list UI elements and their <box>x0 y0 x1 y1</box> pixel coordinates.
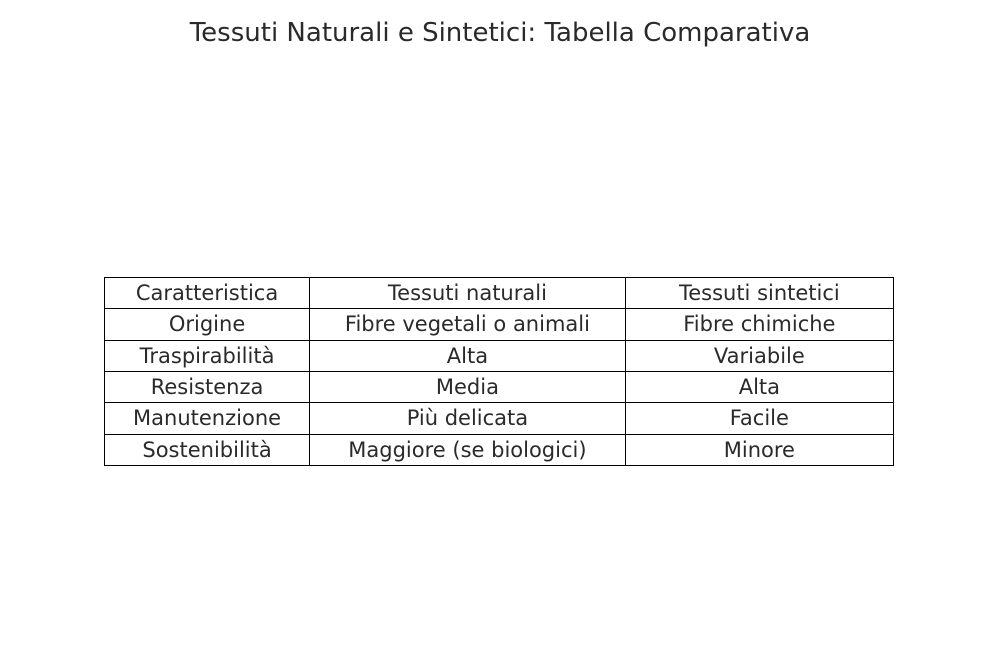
table-cell: Variabile <box>625 340 893 371</box>
table-cell: Sostenibilità <box>105 434 310 465</box>
page-title: Tessuti Naturali e Sintetici: Tabella Co… <box>0 18 1000 48</box>
table-header-row: Caratteristica Tessuti naturali Tessuti … <box>105 278 894 309</box>
table-cell: Più delicata <box>310 403 626 434</box>
header-cell: Tessuti sintetici <box>625 278 893 309</box>
table-row: Manutenzione Più delicata Facile <box>105 403 894 434</box>
table-cell: Facile <box>625 403 893 434</box>
table-cell: Maggiore (se biologici) <box>310 434 626 465</box>
table-cell: Traspirabilità <box>105 340 310 371</box>
table-cell: Minore <box>625 434 893 465</box>
table-cell: Resistenza <box>105 372 310 403</box>
table-cell: Alta <box>310 340 626 371</box>
header-cell: Tessuti naturali <box>310 278 626 309</box>
header-cell: Caratteristica <box>105 278 310 309</box>
table-cell: Origine <box>105 309 310 340</box>
comparison-table: Caratteristica Tessuti naturali Tessuti … <box>104 277 894 466</box>
table-row: Sostenibilità Maggiore (se biologici) Mi… <box>105 434 894 465</box>
table-cell: Alta <box>625 372 893 403</box>
table-row: Traspirabilità Alta Variabile <box>105 340 894 371</box>
comparison-table-container: Caratteristica Tessuti naturali Tessuti … <box>104 277 894 466</box>
table-cell: Fibre chimiche <box>625 309 893 340</box>
table-cell: Manutenzione <box>105 403 310 434</box>
table-cell: Media <box>310 372 626 403</box>
table-row: Origine Fibre vegetali o animali Fibre c… <box>105 309 894 340</box>
table-cell: Fibre vegetali o animali <box>310 309 626 340</box>
table-row: Resistenza Media Alta <box>105 372 894 403</box>
